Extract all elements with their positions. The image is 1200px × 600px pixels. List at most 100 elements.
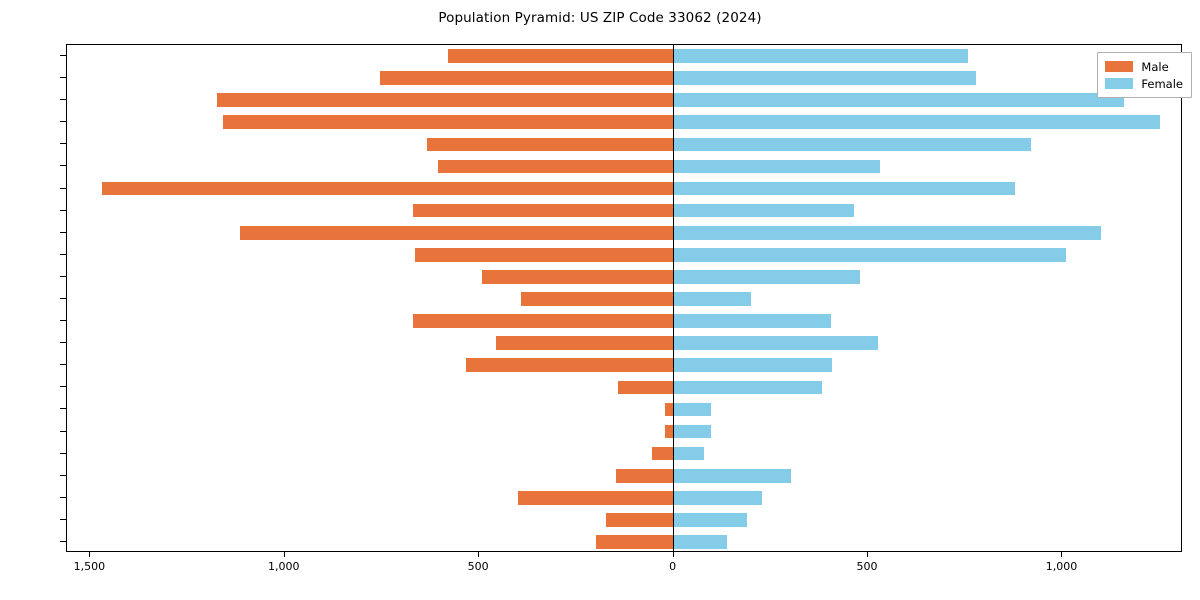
y-tick-mark: [60, 518, 66, 520]
x-tick-mark: [1061, 552, 1063, 557]
bar-male-5-9[interactable]: [605, 513, 674, 527]
bar-group-80-84: [67, 71, 1181, 85]
bar-male-50-54[interactable]: [415, 247, 674, 262]
bar-female-45-49[interactable]: [673, 270, 860, 284]
bar-male-60-61[interactable]: [413, 203, 674, 218]
chart-legend: Male Female: [1097, 52, 1192, 98]
bar-female-80-84[interactable]: [673, 71, 977, 85]
bar-female-22-24[interactable]: [673, 380, 823, 395]
bar-male-85-[interactable]: [448, 49, 674, 63]
bar-group-5-9: [67, 513, 1181, 527]
bar-female-15-17[interactable]: [673, 468, 792, 483]
bar-male-under-5[interactable]: [595, 535, 674, 549]
legend-swatch-female: [1105, 78, 1134, 89]
y-tick-mark: [60, 143, 66, 145]
bar-group-85-: [67, 49, 1181, 63]
y-tick-mark: [60, 55, 66, 57]
x-tick-label: 1,000: [1045, 560, 1078, 573]
bar-group-62-64: [67, 181, 1181, 196]
legend-label-female: Female: [1141, 76, 1183, 91]
bar-male-55-59[interactable]: [240, 225, 674, 240]
bar-group-70-74: [67, 115, 1181, 130]
y-tick-mark: [60, 320, 66, 322]
bar-female-75-79[interactable]: [673, 93, 1124, 108]
bar-male-40-44[interactable]: [520, 292, 674, 306]
bar-male-18-19[interactable]: [651, 446, 674, 461]
y-tick-mark: [60, 496, 66, 498]
bar-female-21[interactable]: [673, 402, 711, 417]
bar-male-67-69[interactable]: [426, 137, 674, 152]
bar-group-21: [67, 402, 1181, 417]
bar-group-15-17: [67, 468, 1181, 483]
bar-female-25-29[interactable]: [673, 358, 832, 373]
bar-group-under-5: [67, 535, 1181, 549]
x-tick-label: 500: [467, 560, 489, 573]
bar-female-under-5[interactable]: [673, 535, 728, 549]
legend-item-female[interactable]: Female: [1105, 75, 1183, 92]
x-tick-mark: [89, 552, 91, 557]
legend-item-male[interactable]: Male: [1105, 58, 1183, 75]
bar-male-75-79[interactable]: [216, 93, 674, 108]
bar-male-45-49[interactable]: [482, 270, 674, 284]
bar-group-67-69: [67, 137, 1181, 152]
bar-female-20[interactable]: [673, 424, 711, 439]
plot-inner: [67, 45, 1181, 551]
bar-female-60-61[interactable]: [673, 203, 854, 218]
bar-male-25-29[interactable]: [465, 358, 674, 373]
y-tick-mark: [60, 187, 66, 189]
bar-group-30-34: [67, 336, 1181, 350]
bar-female-50-54[interactable]: [673, 247, 1067, 262]
bar-female-70-74[interactable]: [673, 115, 1161, 130]
bar-female-55-59[interactable]: [673, 225, 1101, 240]
bar-female-30-34[interactable]: [673, 336, 878, 350]
y-tick-mark: [60, 342, 66, 344]
bar-male-15-17[interactable]: [616, 468, 674, 483]
y-tick-mark: [60, 430, 66, 432]
bar-female-65-66[interactable]: [673, 159, 880, 174]
bar-male-30-34[interactable]: [495, 336, 674, 350]
bar-male-70-74[interactable]: [222, 115, 674, 130]
bar-group-35-39: [67, 314, 1181, 328]
bar-male-21[interactable]: [665, 402, 674, 417]
bar-male-35-39[interactable]: [413, 314, 674, 328]
zero-axis-line: [672, 45, 675, 551]
bar-male-65-66[interactable]: [438, 159, 674, 174]
bar-group-20: [67, 424, 1181, 439]
bar-female-35-39[interactable]: [673, 314, 832, 328]
y-tick-mark: [60, 253, 66, 255]
y-tick-mark: [60, 540, 66, 542]
x-tick-mark: [672, 552, 674, 557]
bar-female-67-69[interactable]: [673, 137, 1031, 152]
bar-female-62-64[interactable]: [673, 181, 1015, 196]
bar-group-50-54: [67, 247, 1181, 262]
x-tick-label: 0: [669, 560, 677, 573]
y-tick-mark: [60, 209, 66, 211]
bar-group-45-49: [67, 270, 1181, 284]
x-tick-label: 1,500: [73, 560, 106, 573]
x-tick-mark: [283, 552, 285, 557]
y-tick-mark: [60, 364, 66, 366]
y-tick-mark: [60, 474, 66, 476]
bar-male-10-14[interactable]: [518, 490, 674, 505]
y-tick-mark: [60, 408, 66, 410]
bar-female-5-9[interactable]: [673, 513, 747, 527]
bar-group-60-61: [67, 203, 1181, 218]
plot-area: [66, 44, 1182, 552]
y-tick-mark: [60, 452, 66, 454]
bar-female-10-14[interactable]: [673, 490, 763, 505]
bar-group-22-24: [67, 380, 1181, 395]
bar-male-62-64[interactable]: [101, 181, 674, 196]
bar-male-20[interactable]: [665, 424, 674, 439]
bar-female-85-[interactable]: [673, 49, 968, 63]
bar-group-18-19: [67, 446, 1181, 461]
y-tick-mark: [60, 275, 66, 277]
bar-female-18-19[interactable]: [673, 446, 704, 461]
bar-female-40-44[interactable]: [673, 292, 752, 306]
y-tick-mark: [60, 231, 66, 233]
bar-male-22-24[interactable]: [618, 380, 674, 395]
y-tick-mark: [60, 99, 66, 101]
bar-male-80-84[interactable]: [380, 71, 674, 85]
y-tick-mark: [60, 386, 66, 388]
legend-label-male: Male: [1141, 59, 1169, 74]
